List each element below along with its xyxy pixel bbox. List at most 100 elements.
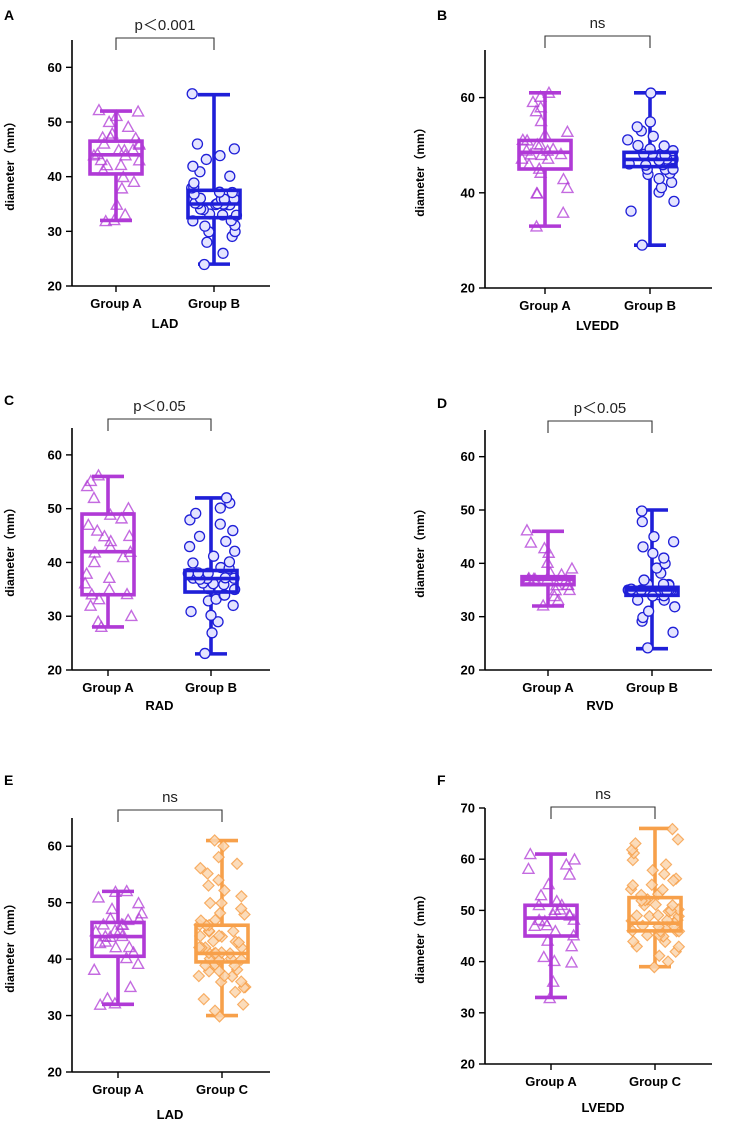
x-axis-title: RAD: [145, 698, 173, 713]
data-point: [642, 642, 654, 654]
y-tick-label: 50: [461, 903, 475, 918]
data-point: [92, 103, 106, 116]
data-point: [636, 505, 648, 517]
y-tick-label: 60: [461, 852, 475, 867]
data-point: [556, 205, 570, 218]
data-point: [636, 239, 648, 251]
significance-label: p＜0.05: [574, 400, 627, 417]
data-point: [87, 555, 102, 568]
y-axis-title: diameter（mm）: [2, 115, 17, 210]
data-point: [131, 896, 146, 909]
point-group: [87, 884, 149, 1010]
panel-letter: D: [437, 395, 447, 411]
x-tick-label: Group A: [92, 1082, 144, 1097]
y-tick-label: 40: [461, 556, 475, 571]
significance-bracket: [107, 418, 212, 431]
point-group: [182, 492, 241, 660]
box-group-a: [78, 468, 139, 633]
box-group-a: [87, 884, 149, 1010]
data-point: [644, 116, 656, 128]
x-tick-label: Group B: [624, 298, 676, 313]
x-tick-label: Group B: [626, 680, 678, 695]
panel-letter: C: [4, 392, 14, 408]
data-point: [234, 975, 248, 988]
significance-label: ns: [595, 786, 611, 803]
data-point: [208, 834, 221, 847]
data-point: [228, 143, 241, 155]
data-point: [649, 898, 662, 912]
x-tick-label: Group C: [196, 1082, 249, 1097]
data-point: [108, 885, 123, 898]
y-tick-label: 50: [48, 115, 62, 130]
data-point: [187, 557, 199, 569]
data-point: [199, 220, 211, 232]
data-point: [227, 524, 239, 537]
data-point: [656, 883, 669, 897]
data-point: [626, 878, 640, 892]
y-tick-label: 20: [48, 1065, 62, 1080]
y-tick-label: 30: [48, 609, 62, 624]
data-point: [218, 884, 231, 897]
data-point: [213, 906, 227, 920]
data-point: [645, 878, 659, 892]
data-point: [658, 140, 670, 152]
data-point: [637, 541, 649, 553]
data-point: [540, 555, 555, 568]
y-tick-label: 40: [48, 952, 62, 967]
data-point: [538, 914, 552, 927]
data-point: [631, 121, 643, 133]
data-point: [536, 598, 550, 611]
data-point: [647, 130, 659, 142]
x-axis-title: RVD: [586, 698, 613, 713]
data-point: [562, 867, 577, 880]
data-point: [647, 960, 661, 974]
data-point: [667, 626, 679, 638]
data-point: [105, 126, 119, 139]
data-point: [197, 992, 211, 1006]
data-point: [190, 507, 202, 520]
data-point: [201, 867, 214, 880]
data-point: [528, 918, 542, 931]
box-group-b: [182, 492, 241, 660]
data-point: [187, 160, 199, 172]
data-point: [134, 906, 149, 919]
data-point: [665, 176, 678, 189]
data-point: [647, 547, 659, 559]
data-point: [666, 822, 679, 836]
data-point: [667, 536, 680, 548]
box-group-b: [186, 88, 243, 271]
y-axis-title: diameter（mm）: [2, 501, 17, 596]
data-point: [625, 205, 637, 217]
data-point: [198, 258, 210, 271]
data-point: [114, 158, 128, 171]
data-point: [540, 933, 555, 946]
data-point: [102, 582, 117, 595]
x-tick-label: Group A: [525, 1074, 577, 1089]
x-axis-title: LVEDD: [581, 1100, 624, 1115]
box-iqr: [88, 139, 144, 176]
data-point: [521, 861, 536, 875]
data-point: [120, 884, 134, 897]
chart-panel-C: C 20 30 40 50 60 diameter（mm） Group A Group B RAD…: [2, 392, 270, 713]
point-group: [192, 834, 252, 1023]
data-point: [188, 177, 200, 189]
data-point: [192, 969, 206, 983]
data-point: [224, 170, 236, 182]
significance-bracket: [544, 35, 651, 48]
data-point: [212, 873, 225, 887]
y-tick-label: 40: [461, 954, 475, 969]
data-point: [110, 197, 124, 210]
y-tick-label: 20: [461, 1057, 475, 1072]
box-group-a: [521, 847, 582, 1004]
data-point: [99, 214, 113, 227]
y-tick-label: 40: [461, 185, 475, 200]
data-point: [131, 104, 145, 117]
data-point: [560, 124, 575, 137]
data-point: [657, 867, 671, 881]
data-point: [186, 88, 198, 100]
y-axis-title: diameter（mm）: [412, 888, 427, 983]
data-point: [667, 874, 680, 887]
data-point: [223, 556, 236, 568]
data-point: [542, 85, 556, 98]
